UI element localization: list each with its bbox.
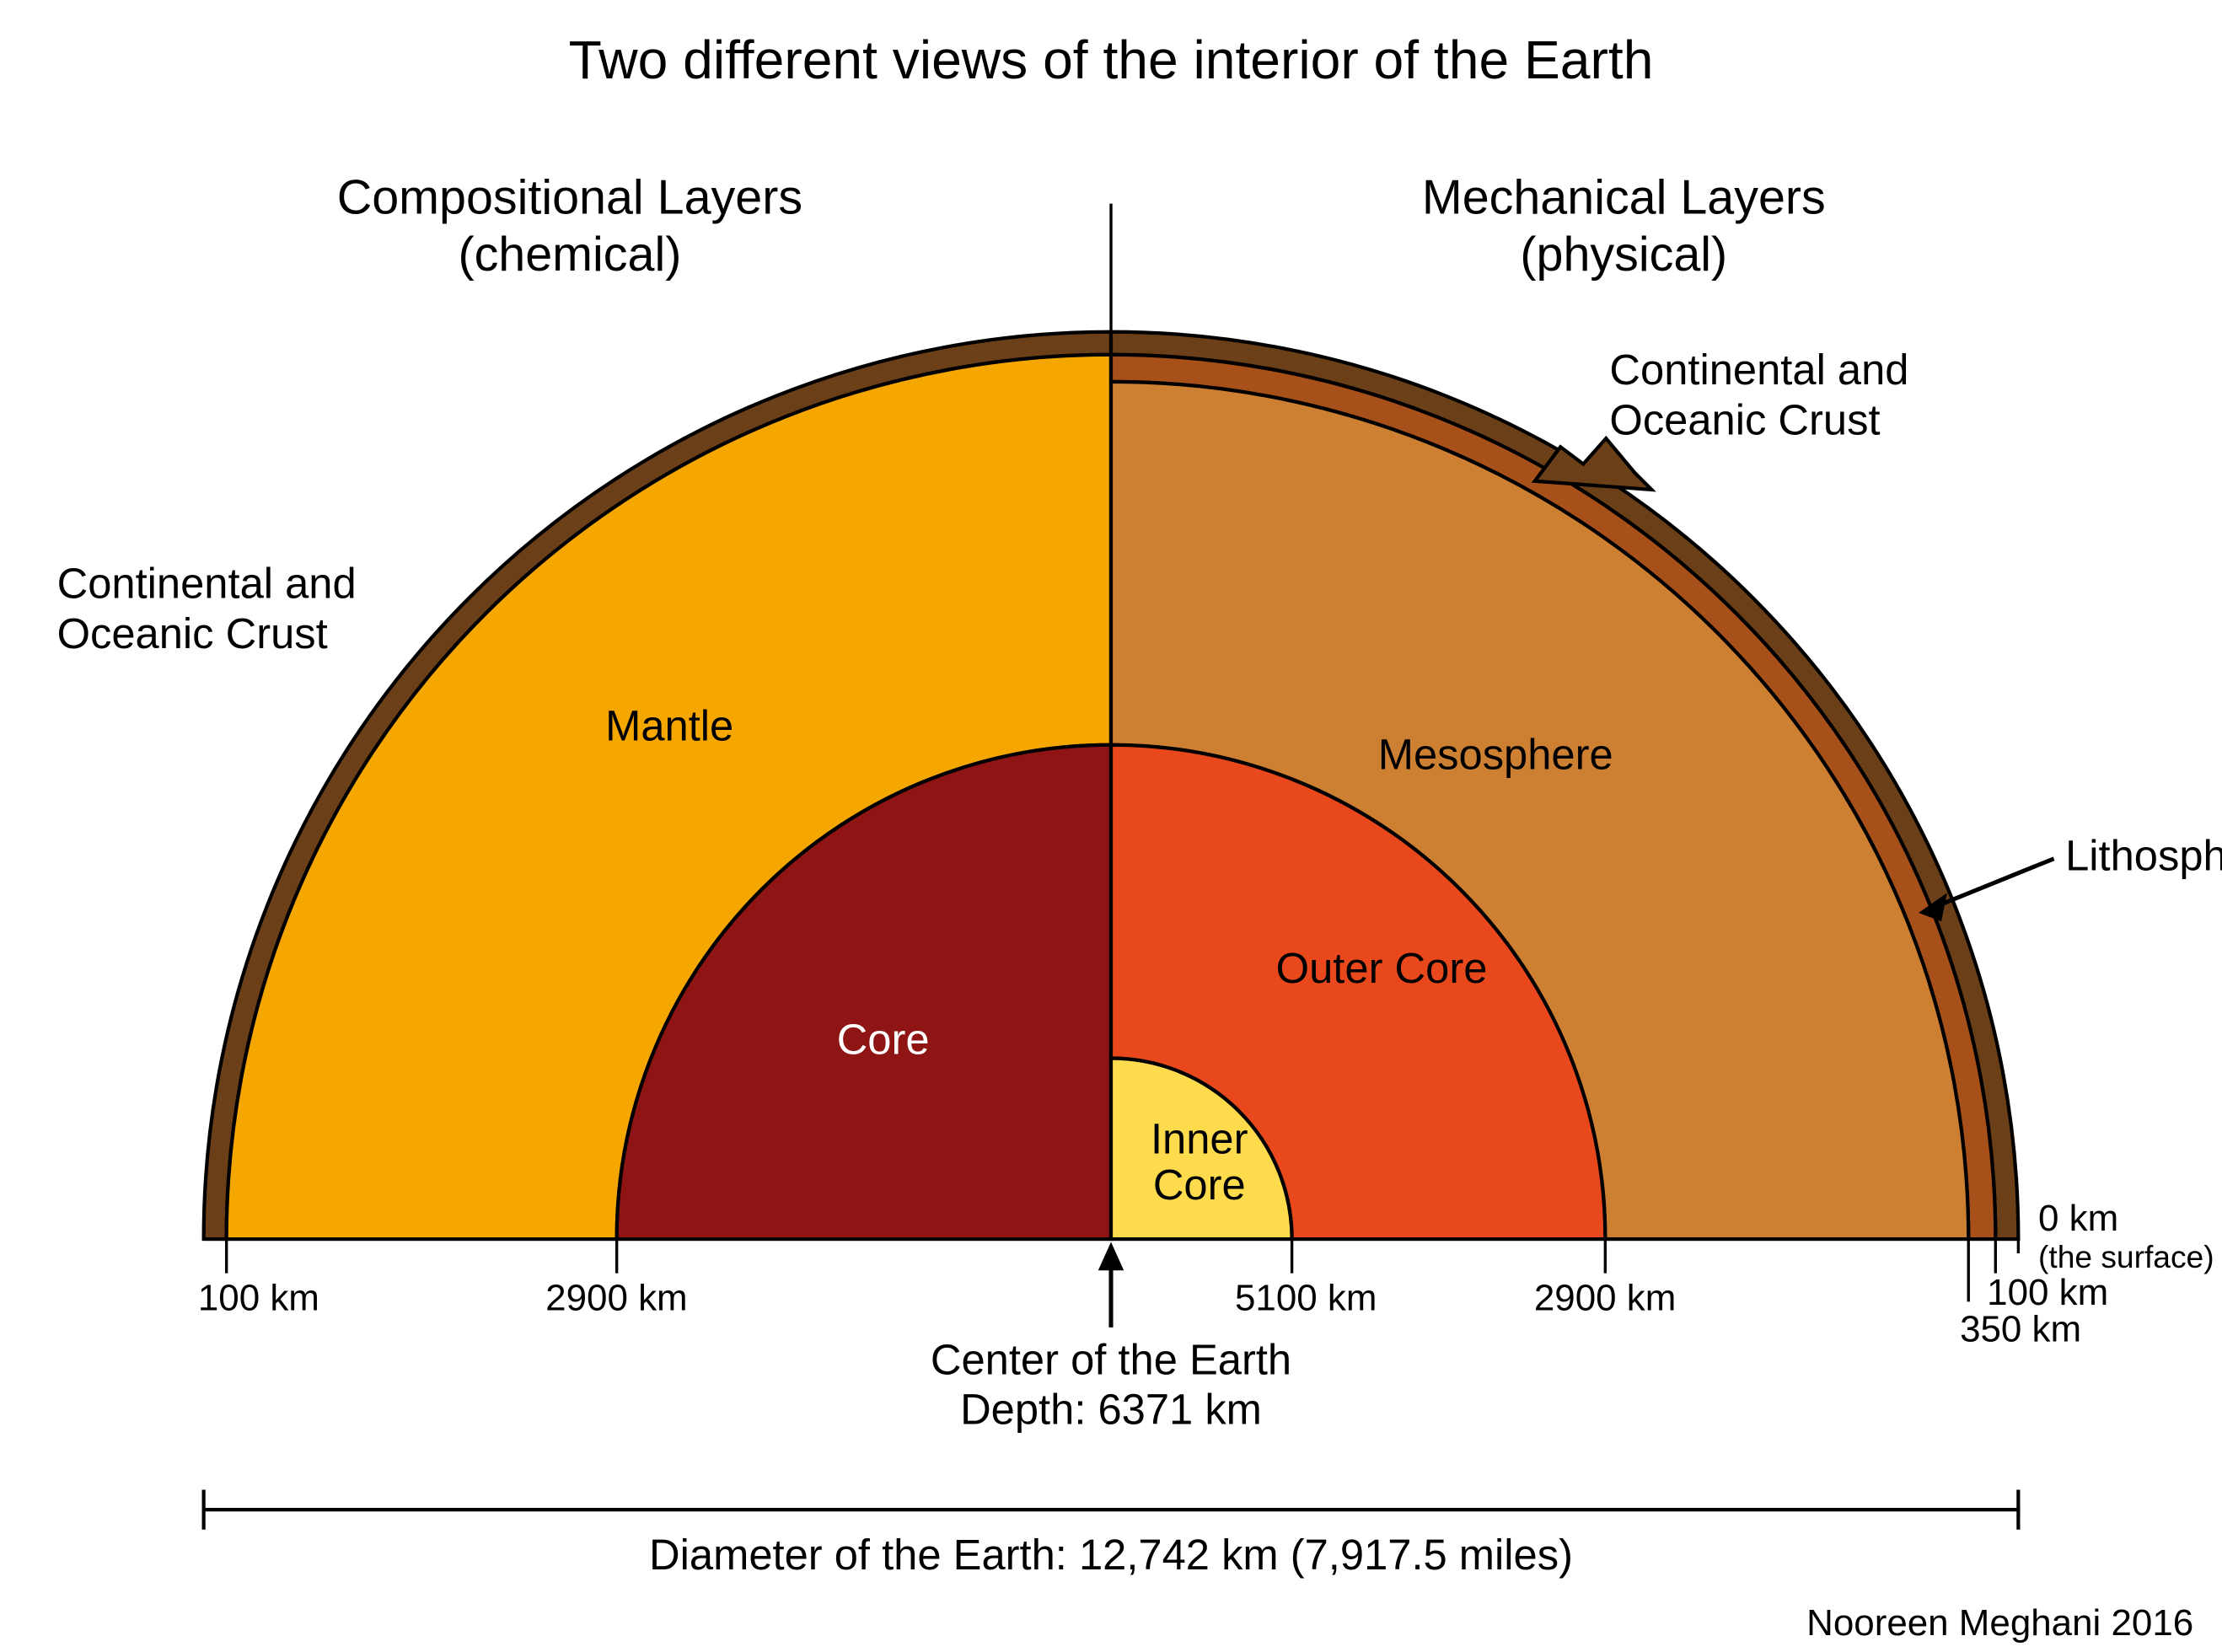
right-crust-label-2: Oceanic Crust: [1609, 395, 1880, 443]
inner-core-label-1: Inner: [1151, 1115, 1248, 1163]
mesosphere-label: Mesosphere: [1378, 730, 1613, 778]
tick-right-2900: 2900 km: [1534, 1278, 1676, 1319]
inner-core-label-2: Core: [1153, 1161, 1246, 1209]
earth-interior-diagram: Two different views of the interior of t…: [0, 0, 2222, 1652]
lithosphere-label: Lithosphere: [2065, 831, 2222, 879]
tick-left-2900: 2900 km: [545, 1278, 687, 1319]
left-heading-line1: Compositional Layers: [337, 170, 802, 224]
diagram-title: Two different views of the interior of t…: [569, 30, 1654, 90]
diameter-label: Diameter of the Earth: 12,742 km (7,917.…: [649, 1531, 1573, 1579]
credit-label: Nooreen Meghani 2016: [1806, 1602, 2193, 1644]
outer-core-label: Outer Core: [1276, 944, 1488, 992]
right-crust-label-1: Continental and: [1609, 346, 1908, 394]
tick-right-0: 0 km: [2038, 1198, 2118, 1239]
center-arrowhead-icon: [1098, 1242, 1124, 1270]
tick-right-5100: 5100 km: [1235, 1278, 1377, 1319]
left-heading-line2: (chemical): [458, 228, 681, 282]
center-label-2: Depth: 6371 km: [960, 1386, 1262, 1434]
tick-right-100: 100 km: [1987, 1272, 2108, 1313]
tick-right-0-sub: (the surface): [2038, 1239, 2214, 1274]
left-crust-label-1: Continental and: [57, 560, 357, 608]
right-heading-line2: (physical): [1520, 228, 1727, 282]
mantle-label: Mantle: [605, 702, 733, 750]
left-crust-label-2: Oceanic Crust: [57, 609, 328, 657]
center-label-1: Center of the Earth: [931, 1336, 1291, 1384]
tick-right-350: 350 km: [1960, 1309, 2081, 1350]
right-heading-line1: Mechanical Layers: [1422, 170, 1826, 224]
tick-left-100: 100 km: [198, 1278, 319, 1319]
core-label: Core: [837, 1015, 930, 1063]
